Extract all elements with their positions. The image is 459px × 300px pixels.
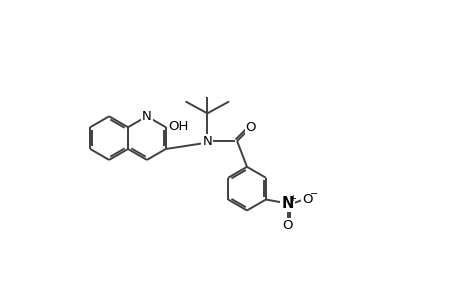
Text: +: + <box>289 194 296 203</box>
Text: N: N <box>281 196 293 211</box>
Text: −: − <box>310 189 318 199</box>
Text: O: O <box>245 121 256 134</box>
Text: N: N <box>202 135 212 148</box>
Text: O: O <box>282 219 292 232</box>
Text: O: O <box>302 193 312 206</box>
Text: N: N <box>142 110 151 123</box>
Text: OH: OH <box>168 120 189 133</box>
